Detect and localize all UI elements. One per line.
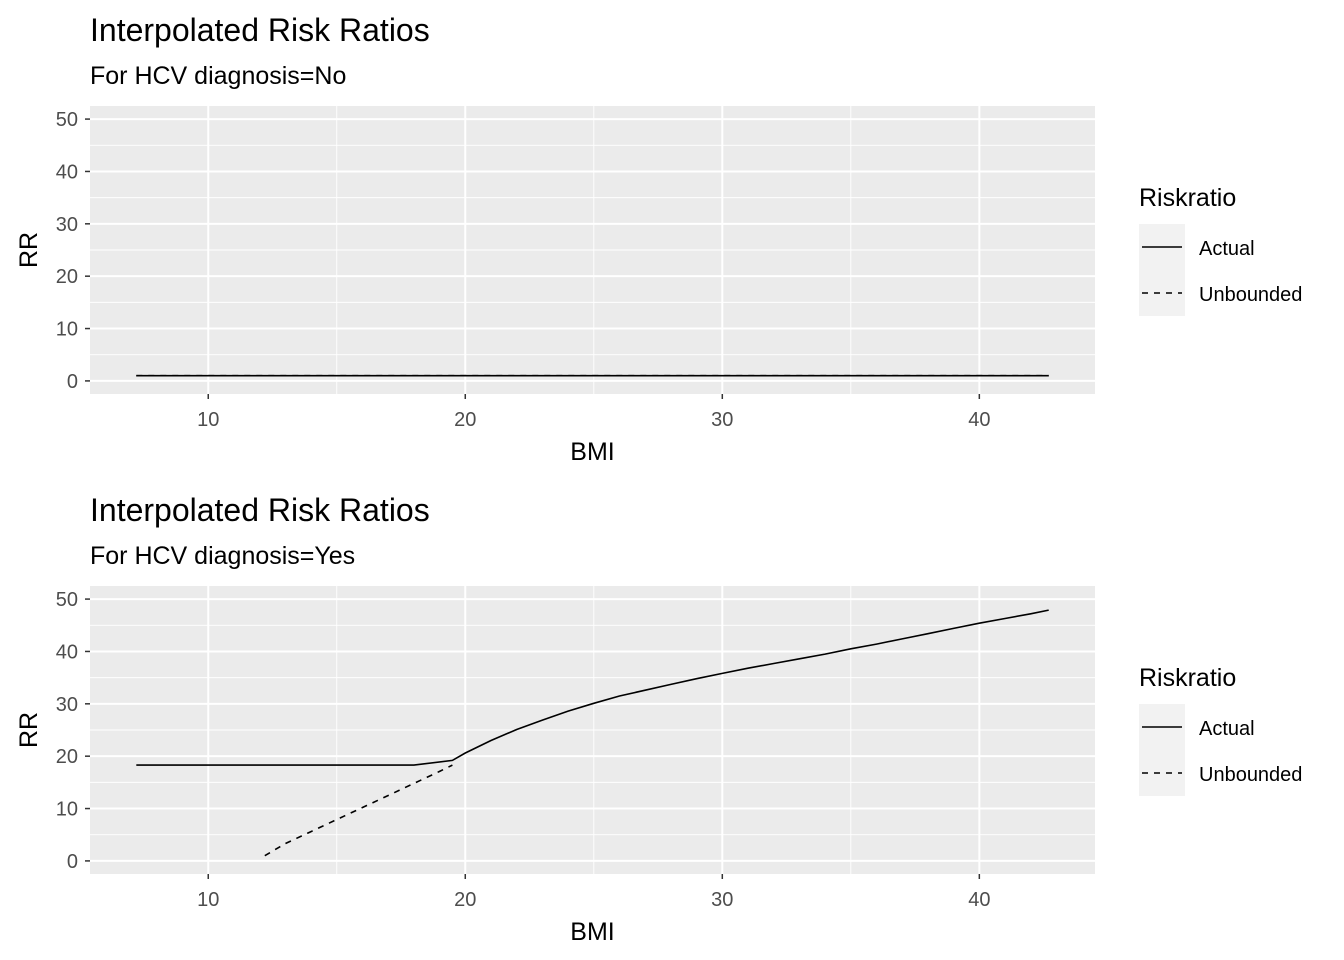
legend: Riskratio Actual Unbounded xyxy=(1139,664,1302,796)
gridlines xyxy=(90,106,1095,394)
y-tick-label: 10 xyxy=(56,319,78,341)
series-line-unbounded xyxy=(264,764,453,857)
x-tick-label: 10 xyxy=(197,889,219,911)
legend-label: Actual xyxy=(1199,718,1255,740)
legend-title: Riskratio xyxy=(1139,184,1236,212)
x-axis-title: BMI xyxy=(570,438,614,466)
x-tick-label: 40 xyxy=(968,889,990,911)
chart-subtitle: For HCV diagnosis=Yes xyxy=(90,542,355,570)
x-axis-title: BMI xyxy=(570,918,614,946)
x-tick-label: 40 xyxy=(968,409,990,431)
y-axis-title: RR xyxy=(15,712,43,748)
legend-title: Riskratio xyxy=(1139,664,1236,692)
x-tick-label: 10 xyxy=(197,409,219,431)
y-tick-label: 30 xyxy=(56,694,78,716)
x-tick-label: 30 xyxy=(711,889,733,911)
legend-key-background xyxy=(1139,224,1185,316)
y-tick-label: 20 xyxy=(56,746,78,768)
chart-panel-2: Interpolated Risk Ratios For HCV diagnosi… xyxy=(15,492,1302,946)
y-tick-label: 30 xyxy=(56,214,78,236)
legend-label: Unbounded xyxy=(1199,764,1302,786)
x-tick-label: 30 xyxy=(711,409,733,431)
chart-title: Interpolated Risk Ratios xyxy=(90,492,430,528)
y-tick-label: 0 xyxy=(67,851,78,873)
y-axis-title: RR xyxy=(15,232,43,268)
legend: Riskratio Actual Unbounded xyxy=(1139,184,1302,316)
y-tick-label: 10 xyxy=(56,799,78,821)
legend-label: Actual xyxy=(1199,238,1255,260)
y-tick-label: 0 xyxy=(67,371,78,393)
y-tick-label: 50 xyxy=(56,109,78,131)
x-tick-label: 20 xyxy=(454,409,476,431)
chart-subtitle: For HCV diagnosis=No xyxy=(90,62,346,90)
chart-title: Interpolated Risk Ratios xyxy=(90,12,430,48)
series-line-actual xyxy=(136,609,1049,766)
legend-label: Unbounded xyxy=(1199,284,1302,306)
legend-key-background xyxy=(1139,704,1185,796)
y-tick-label: 40 xyxy=(56,641,78,663)
y-tick-label: 50 xyxy=(56,589,78,611)
y-tick-label: 40 xyxy=(56,161,78,183)
chart-panel-1: Interpolated Risk Ratios For HCV diagnosi… xyxy=(15,12,1302,466)
x-tick-label: 20 xyxy=(454,889,476,911)
y-tick-label: 20 xyxy=(56,266,78,288)
